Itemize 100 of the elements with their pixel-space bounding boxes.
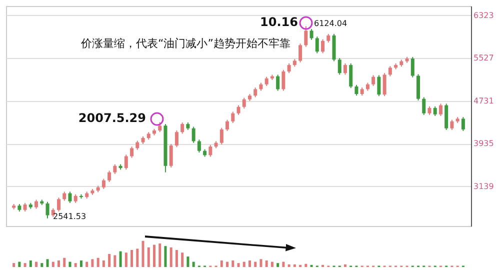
candlestick [461,116,465,132]
bar [260,259,262,267]
candlestick [180,122,184,134]
bar [12,263,16,267]
bar [130,250,134,267]
candlestick [354,84,358,96]
candlestick [321,38,325,54]
bar [248,260,251,267]
bar [96,258,100,267]
candlestick [298,43,302,63]
candlestick [124,154,128,170]
bar [265,260,268,267]
bar [142,240,144,267]
bar [108,254,111,267]
bar [80,260,82,267]
bar [164,246,167,267]
bar [226,262,229,267]
bar [276,263,280,267]
annotation: 2541.53 [53,212,86,221]
bar [254,262,257,267]
candlestick [422,96,426,116]
candlestick [242,97,246,109]
candlestick [192,126,196,144]
bar [91,259,94,267]
candlestick [377,74,381,97]
candlestick [416,74,420,101]
candlestick [113,164,117,174]
bar [35,262,38,267]
candlestick [276,74,280,92]
candlestick [410,56,414,78]
candlestick [68,191,72,204]
candlestick [220,127,224,145]
bar [186,256,190,267]
y-tick-label: 5527 [474,54,494,63]
candlestick [46,201,50,219]
bar [29,260,32,267]
candlestick [315,36,319,54]
bar [46,259,49,267]
candlestick [287,62,291,74]
y-tick-label: 3139 [474,182,494,191]
bar [24,263,26,267]
candlestick [382,72,386,97]
candlestick [208,144,212,158]
candlestick [349,62,353,89]
bar [192,262,195,267]
candlestick [310,28,314,40]
candlestick [444,103,448,130]
candlestick [34,199,38,210]
bar [152,244,156,267]
candlestick [130,146,134,158]
annotation: 10.16 [260,15,298,29]
bar [119,251,122,267]
bar [181,252,184,267]
candlestick [343,62,347,76]
bar [57,260,60,267]
candlestick [388,66,392,77]
candlestick [197,139,201,153]
candlestick [338,58,342,76]
bar [68,262,72,267]
bar [40,263,44,267]
bar [63,258,66,267]
bar [270,262,274,267]
bar [175,250,178,267]
candlestick [231,111,235,124]
bar [304,264,308,267]
bar [52,262,54,267]
candlestick [304,26,308,48]
bar [124,252,128,267]
annotation: 价涨量缩，代表“油门减小”趋势开始不牢靠 [80,37,290,50]
candlestick [450,119,454,130]
candlestick [226,119,230,132]
bar [293,264,296,267]
candlestick [136,140,140,150]
candlestick [56,197,60,212]
bar [158,243,162,267]
candlestick [372,74,376,86]
bar [288,264,290,267]
candlestick [108,170,112,182]
y-tick-label: 4731 [474,96,494,106]
candlestick [254,87,258,98]
candlestick [433,106,437,116]
bar [282,262,285,267]
candlestick [236,104,240,116]
bar [232,260,234,267]
candlestick [264,76,268,86]
candlestick [282,69,286,92]
bar [242,262,246,267]
bar [170,247,172,267]
candlestick [438,103,442,116]
candlestick [169,143,173,168]
bar [136,248,139,267]
bar [237,263,240,267]
candlestick [62,191,66,202]
y-tick-label: 6323 [474,11,494,20]
candlestick [158,122,162,133]
bar [147,247,150,267]
bar [220,260,223,267]
bar [74,263,77,267]
bar [102,260,105,267]
annotation: 6124.04 [314,19,348,28]
